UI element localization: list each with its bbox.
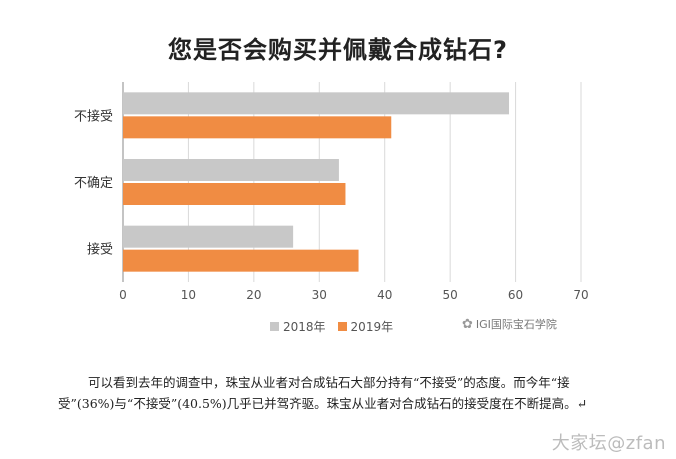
bar-2019-0 (123, 116, 392, 139)
bar-2018-0 (123, 92, 510, 115)
caption-paragraph: 可以看到去年的调查中，珠宝从业者对合成钻石大部分持有“不接受”的态度。而今年“接… (58, 375, 588, 411)
legend-label-2018: 2018年 (283, 320, 326, 334)
x-tick-label-60: 60 (508, 288, 523, 302)
source-watermark: ✿ IGI国际宝石学院 (462, 316, 557, 332)
category-label-0: 不接受 (74, 108, 113, 124)
x-tick-label-70: 70 (573, 288, 588, 302)
x-tick-label-40: 40 (377, 288, 392, 302)
legend-item-2019: 2019年 (337, 318, 394, 335)
x-tick-label-10: 10 (181, 288, 196, 302)
legend-swatch-2018 (270, 322, 279, 331)
x-tick-label-50: 50 (443, 288, 458, 302)
x-tick-label-20: 20 (246, 288, 261, 302)
bar-2019-2 (123, 249, 359, 272)
watermark-text: IGI国际宝石学院 (475, 318, 557, 331)
chart-legend: 2018年 2019年 (270, 318, 393, 335)
legend-item-2018: 2018年 (270, 318, 326, 335)
bar-2018-2 (123, 225, 294, 248)
category-label-1: 不确定 (74, 176, 113, 191)
legend-label-2019: 2019年 (350, 320, 394, 334)
bar-2018-1 (123, 159, 339, 181)
category-label-2: 接受 (87, 242, 113, 258)
wechat-icon: ✿ (462, 316, 473, 332)
bar-2019-1 (123, 183, 346, 205)
chart-title: 您是否会购买并佩戴合成钻石? (168, 36, 508, 64)
legend-swatch-2019 (337, 322, 347, 331)
site-watermark: 大家坛@zfan (551, 433, 666, 454)
x-tick-label-30: 30 (312, 288, 327, 302)
x-tick-label-0: 0 (119, 288, 127, 302)
